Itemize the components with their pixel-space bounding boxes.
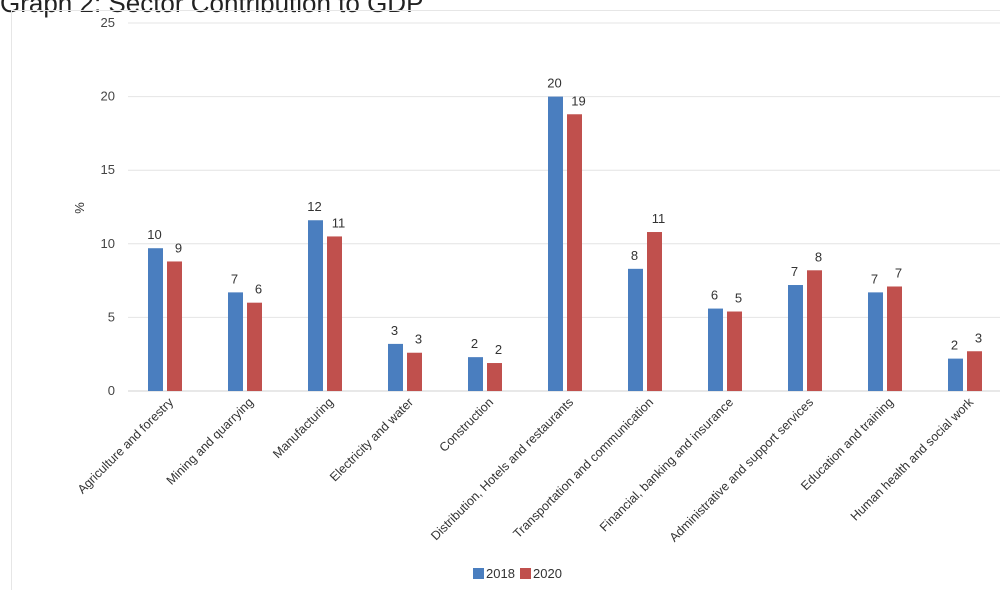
- y-tick-label: 10: [101, 236, 115, 251]
- bar-2020: [567, 114, 582, 391]
- bar-2020: [487, 363, 502, 391]
- y-tick-label: 25: [101, 15, 115, 30]
- bar-2018: [788, 285, 803, 391]
- bar-2020: [647, 232, 662, 391]
- x-category-label: Construction: [437, 395, 497, 455]
- data-label-2018: 7: [791, 264, 798, 279]
- data-label-2020: 7: [895, 265, 902, 280]
- bar-2020: [727, 311, 742, 391]
- data-label-2020: 2: [495, 342, 502, 357]
- data-label-2018: 2: [471, 336, 478, 351]
- data-label-2018: 6: [711, 288, 718, 303]
- data-label-2018: 20: [547, 76, 561, 91]
- data-label-2020: 8: [815, 249, 822, 264]
- x-category-label: Financial, banking and insurance: [597, 395, 736, 534]
- x-category-label: Agriculture and forestry: [75, 395, 177, 497]
- data-label-2020: 3: [415, 332, 422, 347]
- bar-2018: [628, 268, 643, 391]
- bar-2020: [967, 351, 982, 391]
- y-tick-label: 20: [101, 89, 115, 104]
- y-tick-label: 15: [101, 162, 115, 177]
- legend-swatch-2018: [473, 568, 484, 579]
- page-title: Graph 2: Sector Contribution to GDP: [0, 0, 424, 18]
- bar-2018: [548, 96, 563, 391]
- y-tick-label: 0: [108, 383, 115, 398]
- x-category-label: Distribution, Hotels and restaurants: [428, 395, 576, 543]
- bar-2018: [148, 248, 163, 391]
- legend-label-2018: 2018: [486, 566, 515, 581]
- data-label-2018: 12: [307, 199, 321, 214]
- data-label-2020: 3: [975, 330, 982, 345]
- bar-2020: [807, 270, 822, 391]
- data-label-2020: 9: [175, 240, 182, 255]
- data-label-2018: 8: [631, 248, 638, 263]
- data-label-2020: 5: [735, 291, 742, 306]
- data-label-2020: 11: [332, 215, 346, 230]
- bar-2018: [468, 357, 483, 391]
- bar-2020: [247, 302, 262, 391]
- y-axis-label: %: [72, 202, 87, 214]
- data-label-2020: 11: [652, 211, 666, 226]
- bar-2020: [327, 236, 342, 391]
- y-tick-label: 5: [108, 309, 115, 324]
- data-label-2020: 6: [255, 282, 262, 297]
- legend-swatch-2020: [520, 568, 531, 579]
- data-label-2018: 3: [391, 323, 398, 338]
- bar-2018: [708, 308, 723, 391]
- x-category-label: Transportation and communication: [510, 395, 656, 541]
- x-category-label: Education and training: [798, 395, 896, 493]
- x-category-label: Electricity and water: [327, 395, 416, 484]
- data-label-2018: 2: [951, 338, 958, 353]
- bar-2018: [948, 358, 963, 391]
- bar-2018: [228, 292, 243, 391]
- x-category-label: Mining and quarrying: [164, 395, 256, 487]
- x-category-label: Administrative and support services: [667, 395, 816, 544]
- bar-2020: [167, 261, 182, 391]
- data-label-2020: 19: [571, 93, 585, 108]
- bar-2020: [407, 352, 422, 391]
- x-category-label: Manufacturing: [270, 395, 336, 461]
- data-label-2018: 10: [147, 227, 161, 242]
- bar-2018: [388, 343, 403, 391]
- bar-2020: [887, 286, 902, 391]
- bar-2018: [868, 292, 883, 391]
- data-label-2018: 7: [231, 271, 238, 286]
- chart-frame: [11, 10, 1000, 590]
- legend-label-2020: 2020: [533, 566, 562, 581]
- data-label-2018: 7: [871, 271, 878, 286]
- bar-2018: [308, 220, 323, 391]
